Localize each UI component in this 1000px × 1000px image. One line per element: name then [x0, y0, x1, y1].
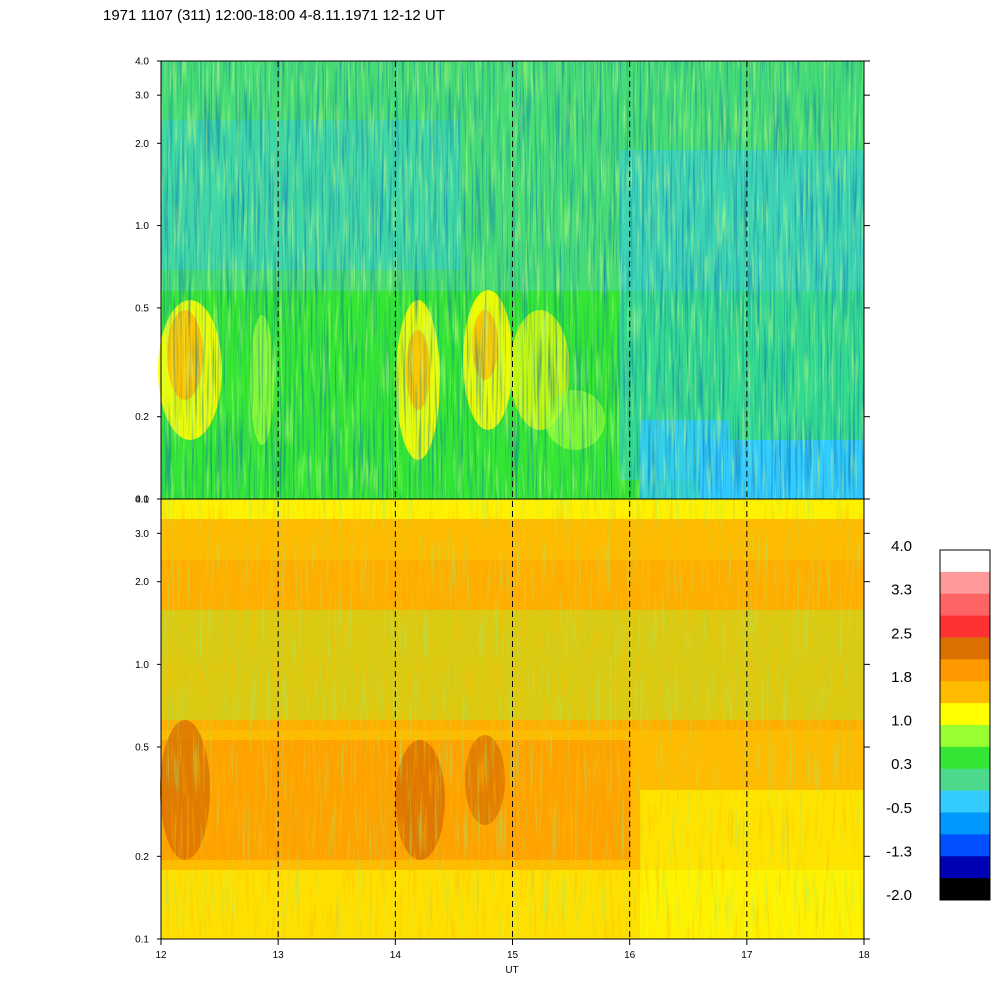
- colorbar-label: 1.8: [891, 669, 912, 686]
- xtick-label: 15: [507, 950, 519, 961]
- colorbar-swatch: [940, 703, 990, 726]
- colorbar-swatch: [940, 725, 990, 748]
- colorbar-swatch: [940, 856, 990, 879]
- colorbar-swatch: [940, 878, 990, 901]
- lower-ytick-label: 0.1: [135, 935, 149, 946]
- colorbar-swatch: [940, 812, 990, 835]
- upper-ytick-label: 0.5: [135, 303, 149, 314]
- upper-ytick-label: 0.1: [135, 495, 149, 506]
- colorbar-label: 3.3: [891, 582, 912, 599]
- xtick-label: 12: [155, 950, 167, 961]
- lower-ytick-label: 0.5: [135, 743, 149, 754]
- xtick-label: 17: [741, 950, 753, 961]
- xtick-label: 13: [273, 950, 285, 961]
- colorbar-swatch: [940, 615, 990, 638]
- colorbar-swatch: [940, 834, 990, 857]
- colorbar-swatch: [940, 659, 990, 682]
- colorbar-label: -0.5: [886, 800, 912, 817]
- colorbar-swatch: [940, 790, 990, 813]
- lower-ytick-label: 0.2: [135, 852, 149, 863]
- lower-y-axis: 0.1 0.2 0.5 1.0 2.0 3.0 4.0: [135, 495, 870, 946]
- x-axis-label: UT: [505, 965, 518, 976]
- colorbar-label: 4.0: [891, 538, 912, 555]
- upper-ytick-label: 1.0: [135, 221, 149, 232]
- colorbar-label: 1.0: [891, 713, 912, 730]
- x-axis: 12 13 14 15 16 17 18: [155, 939, 870, 961]
- colorbar-swatch: [940, 637, 990, 660]
- vertical-marker-lines: [277, 61, 748, 939]
- xtick-label: 16: [624, 950, 636, 961]
- colorbar-swatch: [940, 571, 990, 595]
- chart-title: 1971 1107 (311) 12:00-18:00 4-8.11.1971 …: [103, 7, 445, 24]
- colorbar-swatch: [940, 550, 990, 573]
- lower-ytick-label: 4.0: [135, 495, 149, 506]
- colorbar-label: 0.3: [891, 756, 912, 773]
- colorbar-swatch: [940, 768, 990, 792]
- xtick-label: 18: [858, 950, 870, 961]
- colorbar-label: -1.3: [886, 843, 912, 860]
- upper-ytick-label: 2.0: [135, 139, 149, 150]
- colorbar-label: 2.5: [891, 625, 912, 642]
- colorbar-label: -2.0: [886, 887, 912, 904]
- xtick-label: 14: [390, 950, 402, 961]
- colorbar-frame: [939, 549, 991, 901]
- colorbar-swatch: [940, 746, 990, 770]
- lower-ytick-label: 1.0: [135, 660, 149, 671]
- upper-panel: [158, 60, 865, 500]
- lower-ytick-label: 3.0: [135, 529, 149, 540]
- upper-ytick-label: 3.0: [135, 91, 149, 102]
- upper-ytick-label: 0.2: [135, 412, 149, 423]
- lower-ytick-label: 2.0: [135, 577, 149, 588]
- colorbar-swatch: [940, 681, 990, 704]
- colorbar-swatch: [940, 593, 990, 617]
- colorbar: 4.0 3.3 2.5 1.8 1.0 0.3 -0.5 -1.3 -2.0: [886, 538, 991, 904]
- upper-ytick-label: 4.0: [135, 57, 149, 68]
